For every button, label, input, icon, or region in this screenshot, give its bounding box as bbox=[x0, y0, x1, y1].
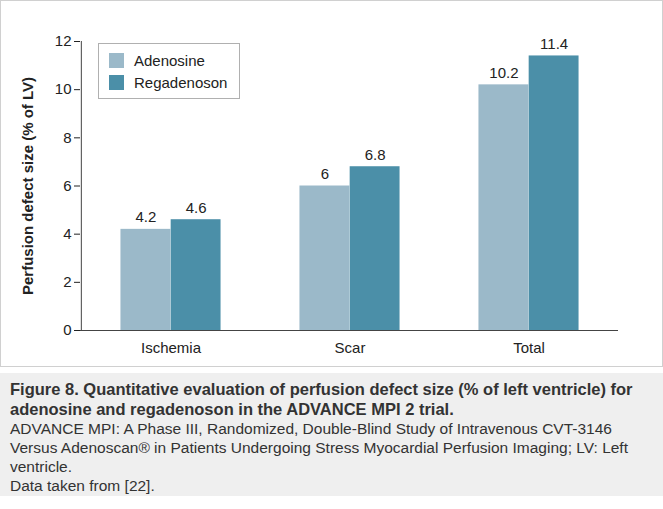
svg-text:6: 6 bbox=[321, 165, 329, 182]
svg-text:Scar: Scar bbox=[335, 339, 366, 356]
html-text:Regadenoson: Regadenoson bbox=[134, 73, 228, 91]
svg-text:0: 0 bbox=[63, 321, 71, 338]
svg-text:6.8: 6.8 bbox=[365, 146, 386, 163]
svg-text:4: 4 bbox=[63, 225, 71, 242]
html-text:Figure 8. Quantitative evaluat: Figure 8. Quantitative evaluation of per… bbox=[10, 380, 633, 418]
svg-text:10.2: 10.2 bbox=[489, 64, 518, 81]
svg-text:12: 12 bbox=[55, 32, 72, 49]
svg-text:Ischemia: Ischemia bbox=[141, 339, 202, 356]
svg-text:Perfusion defect size (% of LV: Perfusion defect size (% of LV) bbox=[19, 77, 36, 295]
html-text:Data taken from [22].: Data taken from [22]. bbox=[10, 477, 155, 494]
html-text:ADVANCE MPI: A Phase III, Rand: ADVANCE MPI: A Phase III, Randomized, Do… bbox=[10, 420, 628, 475]
svg-text:11.4: 11.4 bbox=[540, 35, 568, 52]
svg-text:10: 10 bbox=[55, 80, 72, 97]
svg-text:Total: Total bbox=[513, 339, 545, 356]
svg-text:6: 6 bbox=[63, 177, 71, 194]
svg-text:4.2: 4.2 bbox=[135, 208, 156, 225]
svg-text:8: 8 bbox=[63, 129, 71, 146]
html-text:Adenosine: Adenosine bbox=[134, 51, 205, 69]
svg-text:2: 2 bbox=[63, 273, 71, 290]
svg-text:4.6: 4.6 bbox=[186, 199, 207, 216]
